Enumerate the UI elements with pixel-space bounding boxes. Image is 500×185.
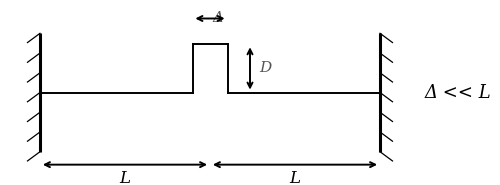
Text: L: L xyxy=(290,170,300,185)
Text: D: D xyxy=(259,61,271,75)
Text: Δ << L: Δ << L xyxy=(424,83,491,102)
Text: Δ: Δ xyxy=(212,11,224,26)
Text: L: L xyxy=(120,170,130,185)
